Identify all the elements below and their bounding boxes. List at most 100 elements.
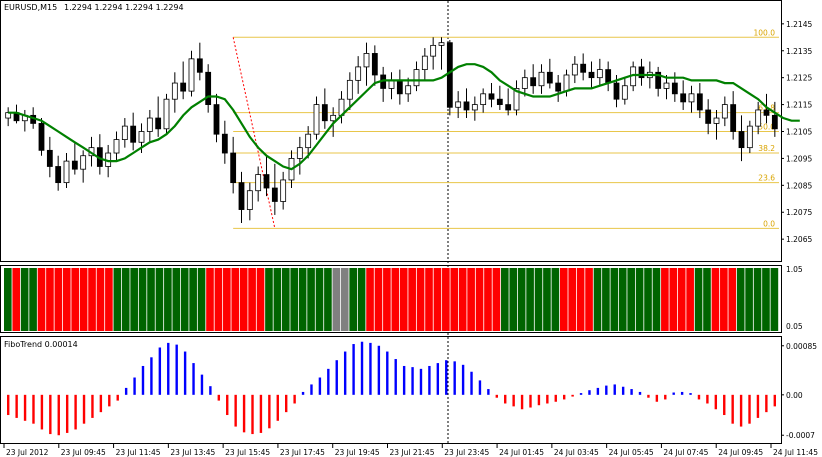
candle-body — [746, 125, 753, 149]
fibotrend-bar — [680, 391, 684, 395]
candle-body — [513, 88, 520, 111]
candle-body — [46, 149, 53, 167]
candle-body — [130, 125, 137, 143]
candle-body — [613, 82, 620, 100]
fibotrend-bar — [546, 394, 549, 404]
fibotrend-bar — [141, 365, 145, 395]
candle-body — [80, 155, 87, 170]
candle-body — [221, 133, 228, 154]
fibotrend-bar — [276, 394, 279, 421]
candle-body — [155, 117, 162, 130]
candle-body — [563, 74, 570, 92]
trend-bar — [374, 268, 383, 331]
trend-bar — [248, 268, 256, 331]
trend-bar — [635, 268, 644, 331]
fibotrend-bar — [23, 394, 27, 421]
candle-body — [63, 160, 70, 184]
trend-bar — [79, 268, 88, 331]
fibotrend-bar — [57, 394, 60, 436]
trend-bar — [20, 268, 29, 331]
trend-bar — [265, 268, 273, 331]
time-tick-label: 24 Jul 01:45 — [499, 448, 544, 457]
trend-bar — [433, 268, 442, 331]
time-tick-label: 23 Jul 19:45 — [335, 448, 380, 457]
candle-body — [71, 160, 78, 170]
fibotrend-bar — [7, 394, 10, 416]
fibotrend-bar — [183, 351, 187, 395]
fibotrend-bar — [293, 394, 296, 404]
fibotrend-tick-label: 0.00085 — [786, 342, 817, 351]
fibotrend-bar — [571, 394, 574, 397]
candle-body — [121, 125, 128, 140]
zigzag-line — [232, 37, 276, 229]
fibotrend-bar — [453, 361, 456, 395]
trend-bar — [770, 268, 779, 331]
candle-body — [671, 82, 678, 95]
fibotrend-panel[interactable] — [0, 336, 782, 444]
time-tick-label: 23 Jul 21:45 — [390, 448, 435, 457]
trend-bar — [12, 268, 21, 331]
trend-bar — [509, 268, 518, 331]
fibotrend-bar — [613, 384, 616, 395]
trend-bar — [357, 268, 366, 331]
candle-body — [713, 117, 720, 124]
candle-body — [530, 77, 537, 87]
trend-bar — [366, 268, 374, 331]
trend-bar — [62, 268, 71, 331]
fibotrend-bar — [487, 389, 490, 395]
candle-body — [413, 69, 420, 87]
candle-body — [330, 114, 337, 122]
fibotrend-bar — [630, 389, 633, 395]
fibotrend-bar — [259, 394, 263, 433]
trend-bar — [37, 268, 46, 331]
trend-bar — [408, 268, 416, 331]
candle-body — [196, 58, 203, 73]
price-tick-label: 1.2075 — [786, 208, 812, 217]
fibotrend-bar — [226, 394, 229, 416]
fibotrend-bar — [133, 377, 136, 395]
fibotrend-bar — [360, 341, 364, 395]
trend-bar — [728, 268, 737, 331]
fibotrend-bar — [605, 385, 608, 395]
fibotrend-bar — [116, 394, 119, 401]
trend-bar — [720, 268, 728, 331]
fibotrend-bar — [15, 394, 18, 418]
candle-body — [421, 55, 428, 70]
fibotrend-bar — [175, 344, 178, 395]
candle-body — [38, 123, 45, 151]
fibotrend-bar — [537, 394, 541, 406]
fibotrend-bar — [512, 394, 515, 407]
trend-bar — [223, 268, 231, 331]
trend-bar — [669, 268, 678, 331]
trend-bar — [391, 268, 400, 331]
fibotrend-bar — [445, 360, 448, 395]
trend-bar — [416, 268, 425, 331]
candle-body — [188, 58, 195, 92]
trend-bar — [46, 268, 54, 331]
trend-bar — [762, 268, 770, 331]
trend-bar — [501, 268, 509, 331]
price-tick-label: 1.2105 — [786, 128, 812, 137]
moving-average-line — [8, 63, 800, 171]
candle-body — [763, 109, 770, 116]
fibotrend-bar — [318, 377, 322, 395]
candle-body — [230, 152, 237, 184]
time-tick-label: 23 Jul 2012 — [6, 448, 49, 457]
trend-bar — [239, 268, 248, 331]
time-tick-label: 24 Jul 03:45 — [554, 448, 599, 457]
fibotrend-bar — [167, 342, 170, 395]
trend-bar — [256, 268, 265, 331]
time-axis: 23 Jul 2012 23 Jul 09:45 23 Jul 11:45 23 Ju… — [3, 444, 818, 457]
candle-body — [255, 174, 262, 192]
trend-bar — [526, 268, 534, 331]
fibotrend-bar — [150, 357, 153, 395]
price-tick-label: 1.2095 — [786, 154, 812, 163]
trend-bar — [585, 268, 593, 331]
fibotrend-bar — [209, 386, 212, 395]
trend-bar — [736, 268, 745, 331]
fibotrend-title: FiboTrend 0.00014 — [4, 340, 78, 349]
fibotrend-bar — [495, 394, 498, 398]
trend-axis-label: 0.05 — [786, 322, 803, 331]
trend-bar — [281, 268, 290, 331]
